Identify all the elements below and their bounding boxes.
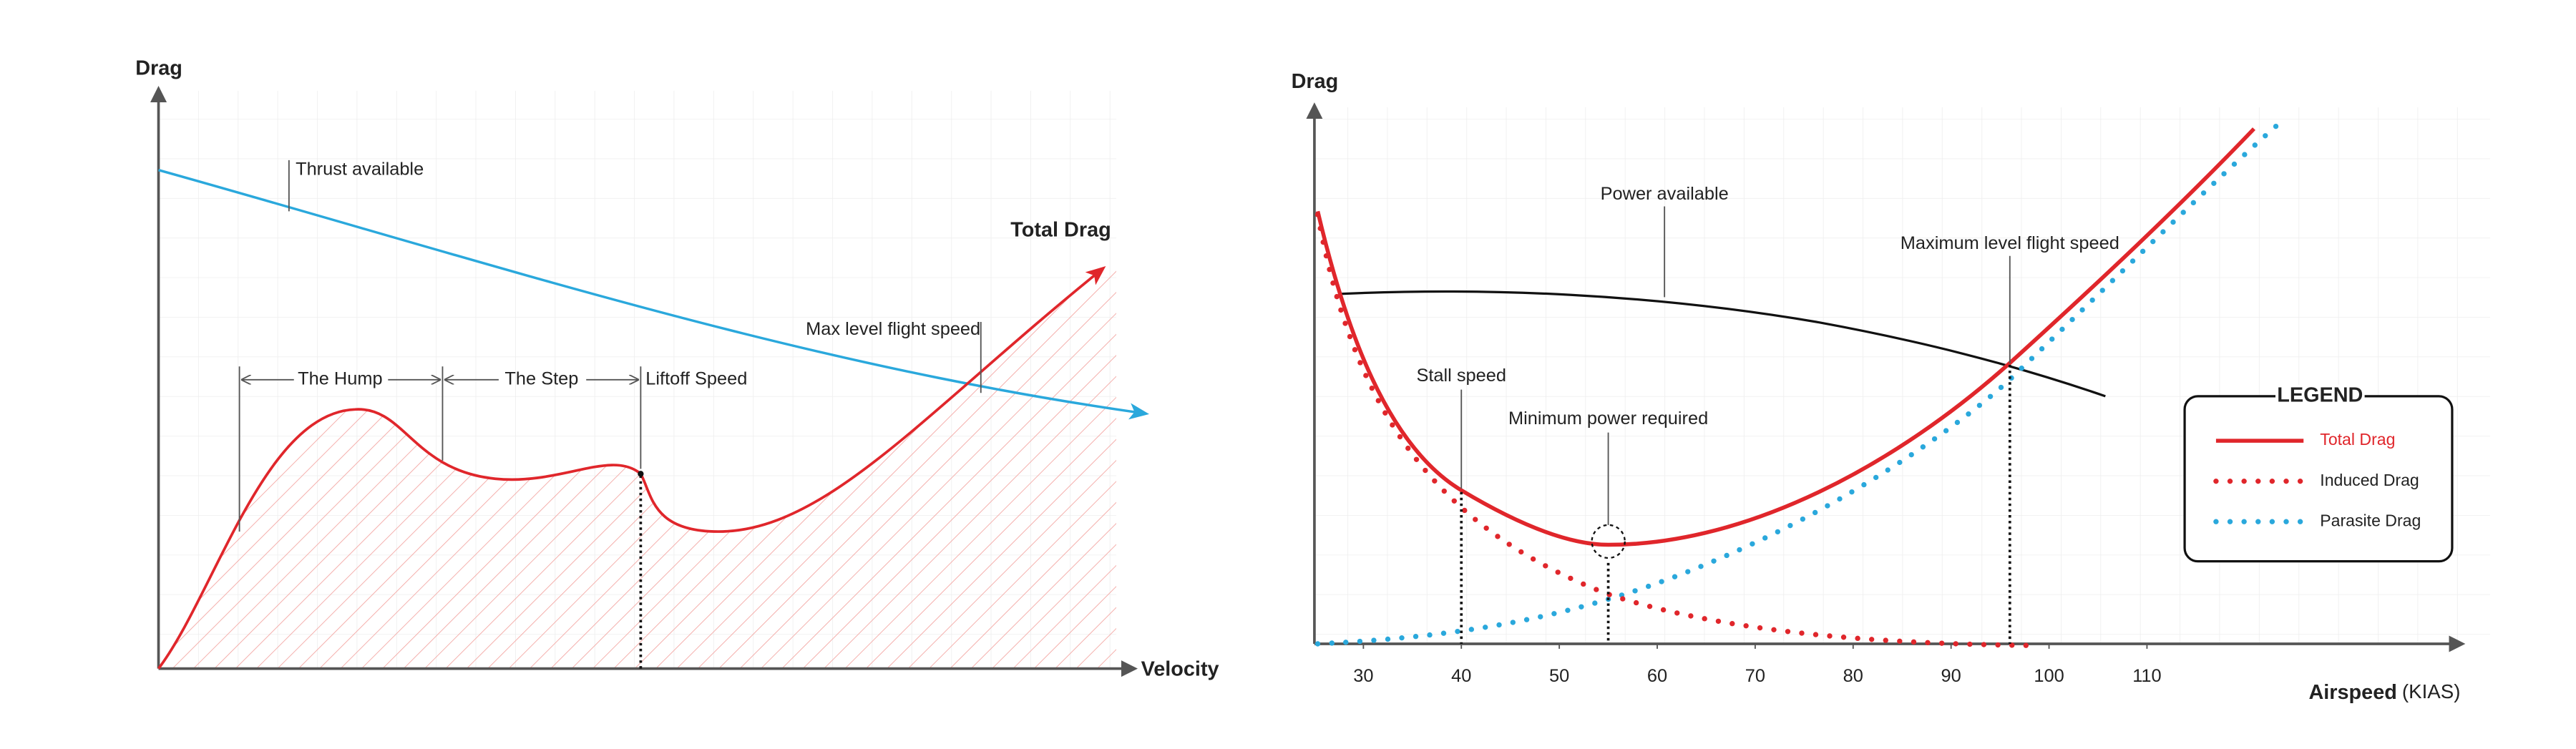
annotation: Minimum power required [1508,408,1708,429]
x-tick-label: 90 [1941,666,1961,686]
legend-label: Induced Drag [2320,471,2419,489]
annotation: Total Drag [1010,219,1111,242]
x-tick-label: 60 [1647,666,1667,686]
annotation: The Step [504,368,578,388]
x-label-name: Airspeed [2308,681,2396,704]
x-tick-label: 40 [1451,666,1471,686]
x-label: Velocity [1141,658,1219,681]
min-power-marker [1591,524,1626,559]
x-tick-label: 100 [2034,666,2064,686]
left-chart: Drag Velocity Thrust available Total Dra… [135,57,1219,681]
y-label: Drag [135,57,182,80]
x-label-unit: (KIAS) [2402,681,2461,703]
legend-label: Total Drag [2320,430,2395,449]
thrust-curve [158,169,1150,420]
annotation: Maximum level flight speed [1901,233,2119,253]
annotation: The Hump [298,368,382,388]
legend-label: Parasite Drag [2320,511,2421,529]
liftoff-point [638,471,644,477]
annotation: Stall speed [1416,366,1506,386]
legend-title: LEGEND [2277,383,2363,406]
legend-title-bg [2275,384,2365,408]
annotation: Thrust available [296,159,424,179]
x-tick-label: 80 [1843,666,1863,686]
induced-drag-curve [1314,212,2034,648]
x-tick-label: 110 [2132,666,2161,686]
annotation: Liftoff Speed [645,368,747,388]
x-tick-label: 70 [1745,666,1765,686]
power-available-curve [1340,290,2106,398]
annotation: Max level flight speed [806,319,980,339]
total-drag-curve [157,266,1106,670]
x-tick-label: 50 [1549,666,1569,686]
y-label: Drag [1292,70,1339,93]
annotation: Power available [1601,184,1729,204]
content: Drag Velocity Thrust available Total Dra… [135,57,2490,704]
right-chart: Drag Airspeed (KIAS) Power available LEG… [1292,70,2490,704]
x-label: Airspeed (KIAS) [2308,681,2460,704]
parasite-drag-curve [1314,121,2282,647]
hatch-area [158,255,1116,669]
total-drag-curve [1315,127,2255,547]
x-tick-label: 30 [1353,666,1373,686]
